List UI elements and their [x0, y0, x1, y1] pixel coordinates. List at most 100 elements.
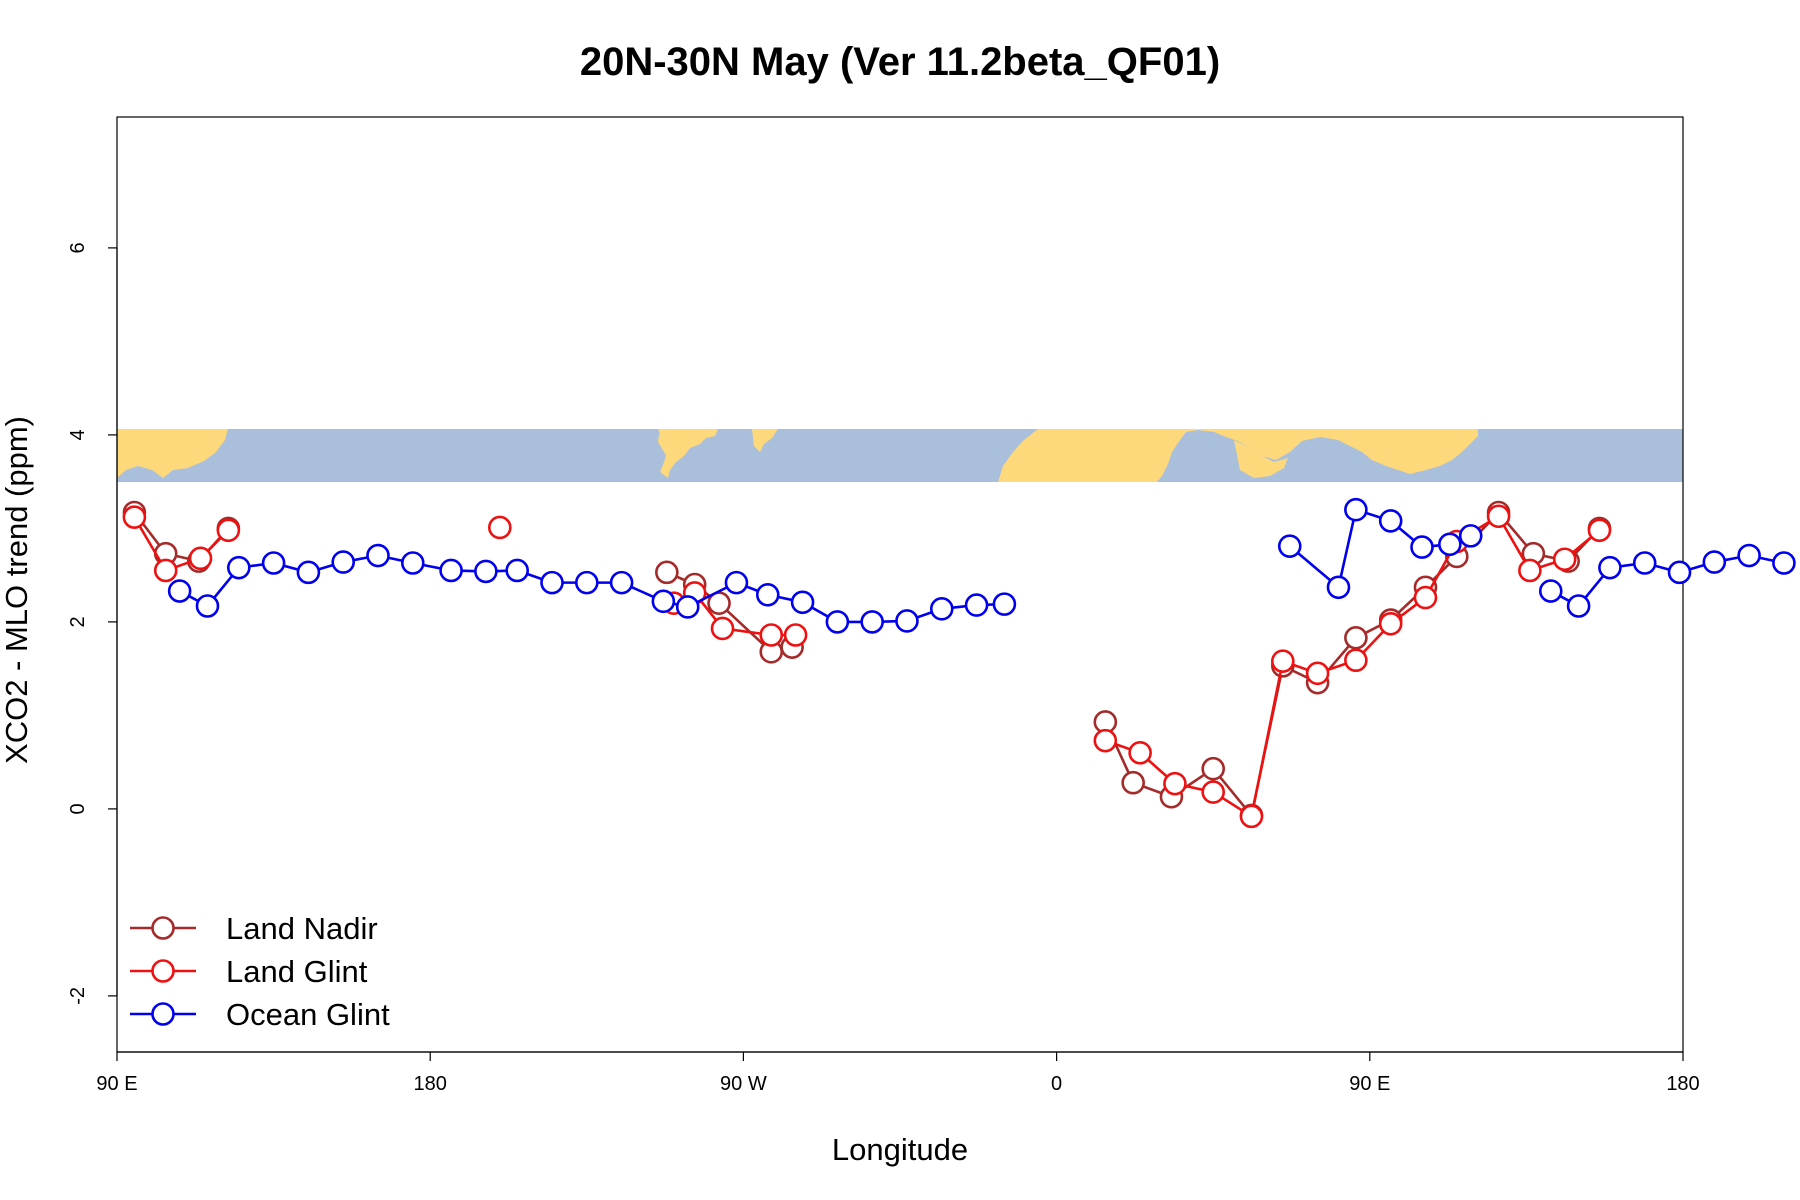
data-point	[167, 579, 192, 603]
data-point	[1566, 594, 1591, 618]
data-point	[783, 623, 808, 647]
data-point	[790, 590, 815, 615]
y-axis: -2 0 2 4 6	[67, 242, 118, 1005]
data-point	[439, 558, 463, 583]
data-point	[227, 555, 251, 580]
x-tick-label: 90 E	[1349, 1073, 1390, 1095]
map-land-mexico	[658, 429, 718, 478]
data-point	[1201, 756, 1225, 781]
legend-label: Land Glint	[226, 954, 368, 989]
map-land-arabia	[1234, 440, 1288, 478]
data-point	[1378, 509, 1403, 533]
series-line	[133, 511, 230, 563]
map-land-asia-west	[117, 429, 228, 478]
legend-label: Land Nadir	[226, 911, 378, 946]
x-tick-label: 90 E	[96, 1073, 137, 1095]
x-tick-label: 180	[414, 1073, 447, 1095]
data-point	[366, 543, 390, 568]
data-point	[1344, 625, 1368, 650]
map-land-africa-asia	[998, 429, 1478, 482]
data-point	[474, 559, 498, 584]
data-point	[1305, 661, 1330, 686]
data-point	[540, 570, 564, 595]
data-point	[1410, 535, 1434, 559]
data-point	[655, 560, 679, 585]
map-band	[117, 429, 1683, 482]
data-point	[1632, 551, 1657, 575]
data-point	[724, 570, 749, 595]
data-point	[1093, 728, 1118, 753]
data-point	[1552, 547, 1577, 572]
x-axis: 90 E 180 90 W 0 90 E 180	[96, 1051, 1700, 1095]
data-point	[1667, 560, 1692, 585]
legend: Land Nadir Land Glint Ocean Glint	[130, 911, 390, 1032]
data-point	[929, 597, 954, 621]
x-tick-label: 90 W	[720, 1073, 767, 1095]
data-point	[1587, 518, 1612, 543]
data-point	[609, 570, 634, 595]
legend-swatch-marker	[151, 1002, 175, 1026]
data-point	[122, 505, 147, 529]
legend-item: Land Glint	[130, 954, 368, 989]
data-point	[651, 589, 676, 614]
y-axis-label: XCO2 - MLO trend (ppm)	[0, 416, 34, 764]
data-point	[1271, 649, 1295, 673]
map-land-florida	[752, 429, 778, 452]
data-point	[755, 582, 780, 607]
data-point	[1344, 648, 1368, 673]
data-point	[1737, 543, 1761, 568]
data-point	[195, 594, 220, 618]
y-tick-label: 0	[67, 803, 89, 814]
series-line	[133, 516, 230, 573]
data-point	[1772, 551, 1796, 575]
map-land-baja	[658, 434, 676, 462]
legend-swatch-marker	[151, 916, 175, 940]
data-point	[261, 551, 286, 575]
series-ocean-glint	[167, 497, 1796, 634]
data-point	[1702, 550, 1727, 574]
data-point	[1518, 558, 1542, 583]
data-point	[1277, 534, 1302, 558]
legend-label: Ocean Glint	[226, 997, 390, 1032]
data-point	[1326, 575, 1351, 600]
data-point	[710, 616, 735, 641]
data-point	[759, 623, 784, 647]
data-point	[1486, 504, 1511, 529]
data-point	[1438, 532, 1462, 557]
data-point	[1538, 579, 1563, 603]
x-tick-label: 0	[1051, 1073, 1062, 1095]
data-point	[992, 592, 1017, 616]
data-point	[1344, 497, 1368, 522]
data-point	[296, 560, 321, 585]
data-point	[675, 595, 700, 619]
legend-item: Ocean Glint	[130, 997, 390, 1032]
y-tick-label: 2	[67, 616, 89, 627]
series-land-glint	[122, 504, 1612, 829]
data-point	[574, 570, 599, 595]
data-point	[505, 558, 530, 583]
y-tick-label: 4	[67, 429, 89, 440]
data-point	[487, 515, 512, 540]
data-point	[153, 558, 178, 583]
data-point	[216, 518, 241, 543]
x-tick-label: 180	[1666, 1073, 1699, 1095]
data-point	[964, 593, 989, 617]
data-point	[1378, 611, 1403, 636]
data-point	[895, 609, 919, 633]
data-point	[331, 550, 356, 574]
data-point	[1163, 771, 1187, 796]
data-point	[1201, 780, 1225, 804]
x-axis-label: Longitude	[832, 1132, 968, 1167]
y-tick-label: 6	[67, 242, 89, 253]
y-tick-label: -2	[67, 987, 89, 1005]
data-point	[1128, 740, 1152, 765]
chart-title: 20N-30N May (Ver 11.2beta_QF01)	[580, 40, 1220, 84]
data-point	[1598, 555, 1622, 580]
data-point	[825, 610, 850, 634]
legend-item: Land Nadir	[130, 911, 378, 946]
data-point	[1458, 524, 1483, 548]
data-point	[1413, 585, 1438, 610]
data-point	[188, 546, 213, 571]
data-point	[400, 551, 425, 575]
